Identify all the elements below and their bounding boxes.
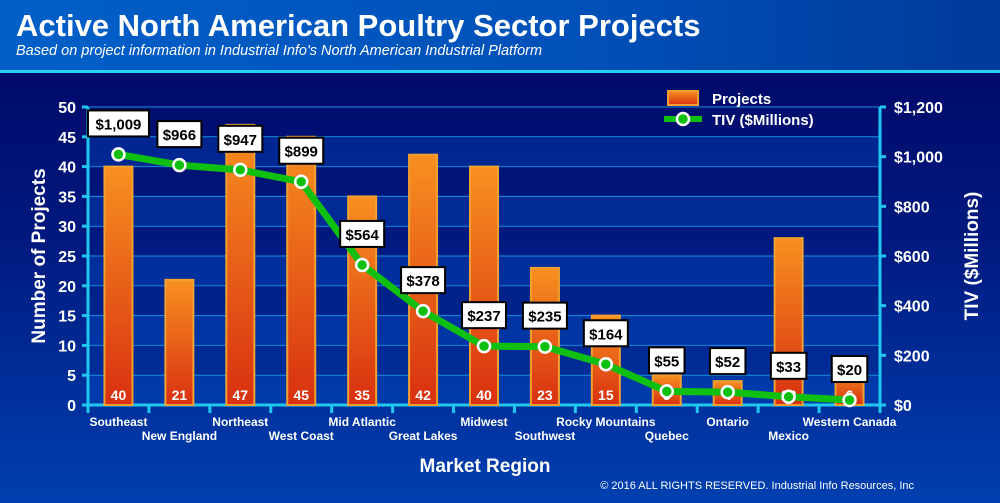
y2-tick-label: $600 [894, 249, 930, 266]
legend-tiv-label: TIV ($Millions) [712, 112, 814, 129]
tiv-label: $947 [224, 132, 257, 149]
tiv-label-box [708, 347, 747, 376]
bar-value-label: 15 [598, 387, 614, 403]
tiv-point [842, 392, 857, 408]
tiv-label-box [461, 301, 507, 330]
y2-tick-label: $1,000 [894, 150, 943, 167]
tiv-label: $237 [467, 308, 500, 325]
tiv-point [233, 162, 248, 178]
x-tick-label: Rocky Mountains [556, 415, 656, 429]
y-tick-label: 25 [58, 249, 76, 266]
bar-midwest [469, 165, 499, 406]
tiv-point [598, 357, 614, 372]
y2-tick-label: $1,200 [894, 100, 943, 117]
bar-value-label: 21 [172, 387, 188, 403]
tiv-point [172, 157, 187, 173]
x-tick-label: Quebec [645, 429, 689, 443]
chart-title: Active North American Poultry Sector Pro… [16, 8, 701, 43]
y-tick-label: 20 [58, 279, 76, 296]
tiv-label: $20 [837, 362, 862, 379]
chart-subtitle: Based on project information in Industri… [16, 43, 543, 59]
tiv-point [111, 147, 126, 162]
copyright-footer: © 2016 ALL RIGHTS RESERVED. Industrial I… [600, 480, 914, 492]
bar-mexico [773, 237, 804, 406]
x-tick-label: Great Lakes [389, 429, 458, 443]
tiv-point [537, 339, 553, 354]
tiv-label: $52 [715, 354, 740, 371]
bar-southeast [103, 165, 134, 406]
y-tick-label: 10 [58, 338, 76, 355]
grid-band [88, 136, 880, 167]
tiv-point [720, 384, 735, 400]
legend-projects-swatch [667, 90, 699, 106]
y-tick-label: 0 [67, 398, 76, 415]
x-tick-label: New England [142, 429, 217, 443]
tiv-label: $966 [163, 127, 196, 144]
y-tick-label: 45 [58, 130, 76, 147]
y-tick-label: 40 [58, 160, 76, 177]
y-axis-title: Number of Projects [29, 168, 50, 343]
tiv-label: $378 [406, 273, 439, 290]
bar-value-label: 47 [233, 387, 249, 403]
y2-tick-label: $400 [894, 299, 930, 316]
tiv-label: $164 [589, 326, 623, 343]
tiv-label-box [400, 266, 447, 295]
bar-value-label: 40 [111, 387, 127, 403]
x-tick-label: Western Canada [803, 415, 897, 429]
tiv-point [415, 303, 431, 319]
bar-value-label: 45 [293, 387, 309, 403]
bar-value-label: 42 [415, 387, 431, 403]
x-tick-label: Southeast [89, 415, 147, 429]
tiv-label-box [156, 120, 203, 149]
x-tick-label: Midwest [460, 415, 507, 429]
y2-tick-label: $0 [894, 398, 912, 415]
tiv-label-box [582, 319, 629, 348]
tiv-label-box [339, 219, 386, 248]
x-tick-label: Ontario [706, 415, 749, 429]
bar-value-label: 23 [537, 387, 553, 403]
tiv-label: $899 [285, 144, 318, 161]
tiv-point [659, 384, 675, 399]
x-axis-title: Market Region [420, 456, 551, 477]
y2-tick-label: $800 [894, 199, 930, 216]
bar-value-label: 40 [476, 387, 492, 403]
tiv-label-box [278, 136, 325, 165]
y2-axis-title: TIV ($Millions) [962, 192, 983, 321]
x-tick-label: Mid Atlantic [328, 415, 396, 429]
legend-tiv-marker [675, 111, 691, 127]
tiv-label-box [521, 301, 568, 330]
y-tick-label: 35 [58, 189, 76, 206]
tiv-label: $1,009 [96, 116, 142, 133]
y-tick-label: 5 [67, 368, 76, 385]
bar-southwest [529, 266, 560, 407]
tiv-label-box [830, 355, 869, 384]
y-tick-label: 30 [58, 219, 76, 236]
y2-tick-label: $200 [894, 348, 930, 365]
y-tick-label: 15 [58, 309, 76, 326]
tiv-label-box [769, 351, 808, 380]
tiv-label: $55 [654, 353, 679, 370]
legend-projects-label: Projects [712, 91, 771, 108]
tiv-label-box [86, 109, 150, 138]
bar-new-england [164, 278, 195, 406]
tiv-label: $235 [528, 309, 561, 326]
tiv-label-box [648, 346, 686, 375]
tiv-point [354, 257, 370, 273]
tiv-point [293, 174, 309, 189]
tiv-point [476, 338, 492, 354]
tiv-label-box [217, 124, 264, 153]
x-tick-label: Southwest [515, 429, 576, 443]
bar-value-label: 35 [354, 387, 370, 403]
x-tick-label: Northeast [212, 415, 268, 429]
x-tick-label: West Coast [269, 429, 334, 443]
x-tick-label: Mexico [768, 429, 809, 443]
tiv-label: $564 [345, 227, 379, 244]
tiv-point [781, 389, 796, 405]
y-tick-label: 50 [58, 100, 76, 117]
tiv-label: $33 [776, 359, 801, 376]
